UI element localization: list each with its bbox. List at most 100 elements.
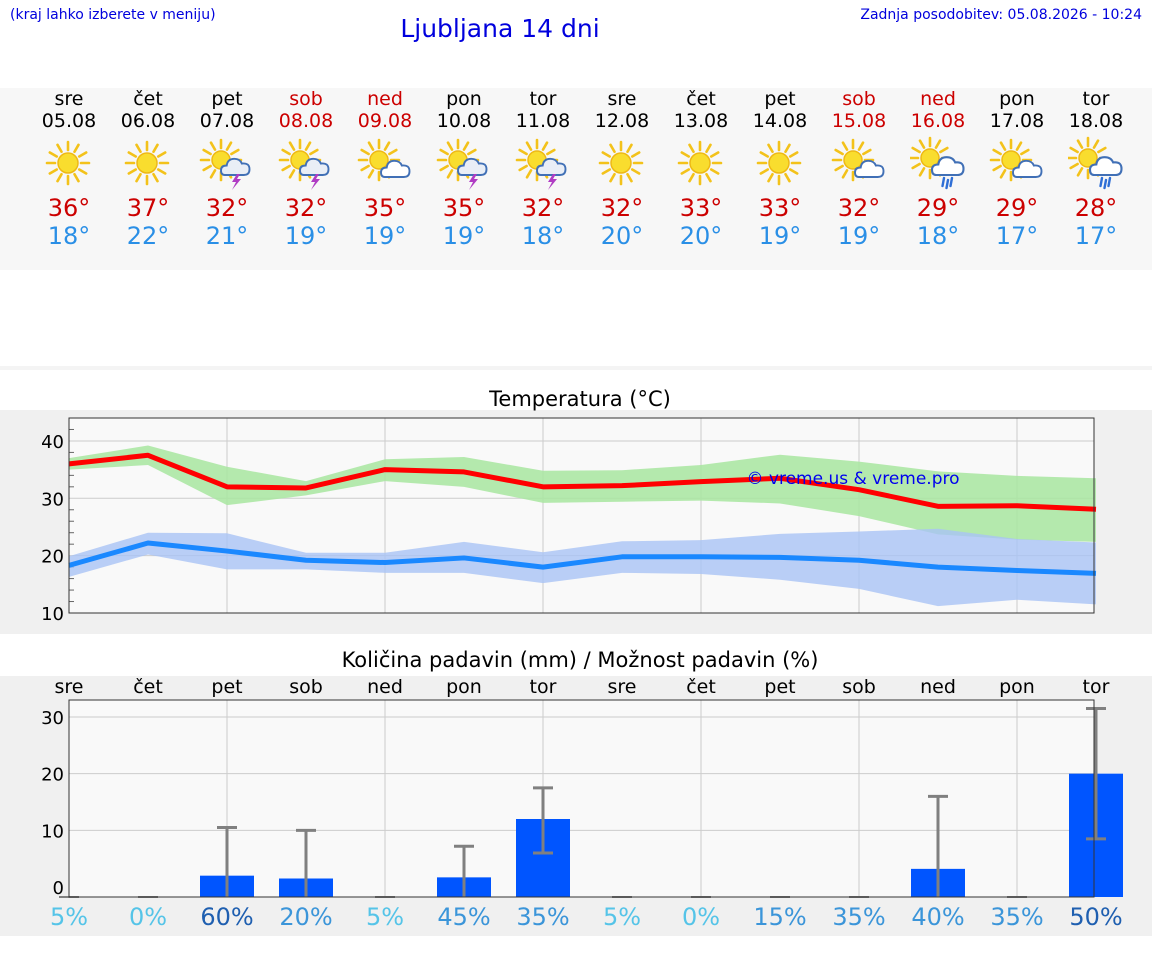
- precip-day-label: čet: [686, 676, 716, 698]
- precip-day-label: ned: [920, 676, 956, 698]
- precip-probability: 35%: [832, 903, 886, 931]
- precip-day-label: sob: [842, 676, 876, 698]
- forecast-max-temp: 28°: [1074, 194, 1118, 222]
- temp-y-tick-label: 20: [41, 547, 64, 568]
- precip-plot-frame: [68, 699, 1095, 898]
- precip-probability: 0%: [128, 903, 168, 931]
- precip-day-label: čet: [133, 676, 163, 698]
- forecast-day-name: ned: [367, 88, 403, 110]
- precip-y-tick-label: 20: [41, 765, 64, 786]
- forecast-day-name: čet: [133, 88, 163, 110]
- forecast-date: 18.08: [1068, 110, 1124, 132]
- forecast-min-temp: 19°: [442, 222, 486, 250]
- forecast-day[interactable]: sre 05.08 36° 18°: [29, 88, 109, 250]
- precip-probability: 5%: [365, 903, 405, 931]
- precip-y-tick-label: 0: [53, 878, 64, 899]
- forecast-date: 12.08: [594, 110, 650, 132]
- forecast-min-temp: 19°: [837, 222, 881, 250]
- forecast-day[interactable]: čet 06.08 37° 22°: [108, 88, 188, 250]
- forecast-date: 11.08: [515, 110, 571, 132]
- forecast-day-name: sre: [54, 88, 84, 110]
- temp-plot-frame: [68, 417, 1095, 614]
- precip-probability: 35%: [990, 903, 1044, 931]
- forecast-day-name: sob: [842, 88, 876, 110]
- forecast-max-temp: 29°: [995, 194, 1039, 222]
- sun-rain-cloud-icon: [1068, 136, 1123, 190]
- forecast-max-temp: 32°: [837, 194, 881, 222]
- temperature-chart-title: Temperatura (°C): [489, 387, 671, 411]
- forecast-day-name: pon: [446, 88, 482, 110]
- precip-plot-area: [69, 700, 1094, 897]
- forecast-day[interactable]: tor 18.08 28° 17°: [1056, 88, 1136, 250]
- min-temp-range-band: [69, 528, 1096, 607]
- forecast-min-temp: 18°: [521, 222, 565, 250]
- precip-probability: 60%: [200, 903, 254, 931]
- forecast-day-name: pon: [999, 88, 1035, 110]
- sun-cloud-icon: [357, 138, 411, 182]
- forecast-date: 14.08: [752, 110, 808, 132]
- forecast-max-temp: 33°: [679, 194, 723, 222]
- precip-day-label: pet: [764, 676, 796, 698]
- precip-day-label: sre: [54, 676, 84, 698]
- forecast-day[interactable]: sob 15.08 32° 19°: [819, 88, 899, 250]
- forecast-band: [0, 88, 1152, 270]
- max-temp-line: [68, 452, 1097, 512]
- forecast-max-temp: 36°: [47, 194, 91, 222]
- forecast-date: 16.08: [910, 110, 966, 132]
- forecast-date: 07.08: [199, 110, 255, 132]
- forecast-min-temp: 22°: [126, 222, 170, 250]
- forecast-max-temp: 32°: [600, 194, 644, 222]
- forecast-max-temp: 32°: [521, 194, 565, 222]
- precip-probability: 45%: [437, 903, 491, 931]
- forecast-date: 08.08: [278, 110, 334, 132]
- forecast-day[interactable]: ned 09.08 35° 19°: [345, 88, 425, 250]
- precip-day-label: pon: [446, 676, 482, 698]
- precip-y-tick-label: 10: [41, 821, 64, 842]
- forecast-day[interactable]: pet 14.08 33° 19°: [740, 88, 820, 250]
- forecast-day[interactable]: pon 10.08 35° 19°: [424, 88, 504, 250]
- forecast-day-name: tor: [1082, 88, 1110, 110]
- forecast-date: 13.08: [673, 110, 729, 132]
- forecast-date: 15.08: [831, 110, 887, 132]
- forecast-day-name: sre: [607, 88, 637, 110]
- forecast-day[interactable]: pet 07.08 32° 21°: [187, 88, 267, 250]
- precip-probability: 0%: [681, 903, 721, 931]
- forecast-date: 06.08: [120, 110, 176, 132]
- forecast-date: 10.08: [436, 110, 492, 132]
- forecast-min-temp: 18°: [47, 222, 91, 250]
- forecast-day[interactable]: čet 13.08 33° 20°: [661, 88, 741, 250]
- forecast-max-temp: 32°: [205, 194, 249, 222]
- forecast-min-temp: 21°: [205, 222, 249, 250]
- precip-y-tick-label: 30: [41, 708, 64, 729]
- precip-day-label: ned: [367, 676, 403, 698]
- precip-day-label: pon: [999, 676, 1035, 698]
- forecast-day-name: pet: [764, 88, 796, 110]
- forecast-day-name: sob: [289, 88, 323, 110]
- header-location-note[interactable]: (kraj lahko izberete v meniju): [10, 7, 216, 23]
- forecast-min-temp: 19°: [363, 222, 407, 250]
- forecast-max-temp: 37°: [126, 194, 170, 222]
- sun-thunderstorm-icon: [515, 138, 567, 190]
- sun-cloud-icon: [831, 138, 885, 182]
- forecast-date: 09.08: [357, 110, 413, 132]
- sun-icon: [598, 140, 644, 186]
- forecast-day[interactable]: tor 11.08 32° 18°: [503, 88, 583, 250]
- forecast-day-name: ned: [920, 88, 956, 110]
- forecast-day[interactable]: ned 16.08 29° 18°: [898, 88, 978, 250]
- forecast-day[interactable]: sre 12.08 32° 20°: [582, 88, 662, 250]
- forecast-day-name: tor: [529, 88, 557, 110]
- forecast-min-temp: 17°: [1074, 222, 1118, 250]
- forecast-day[interactable]: pon 17.08 29° 17°: [977, 88, 1057, 250]
- forecast-day-name: pet: [211, 88, 243, 110]
- precip-probability: 40%: [911, 903, 965, 931]
- precip-probability: 50%: [1069, 903, 1123, 931]
- precip-probability: 5%: [49, 903, 89, 931]
- forecast-min-temp: 20°: [600, 222, 644, 250]
- forecast-max-temp: 29°: [916, 194, 960, 222]
- forecast-day[interactable]: sob 08.08 32° 19°: [266, 88, 346, 250]
- last-updated: Zadnja posodobitev: 05.08.2026 - 10:24: [860, 7, 1142, 23]
- temp-y-tick-label: 10: [41, 604, 64, 625]
- forecast-date: 17.08: [989, 110, 1045, 132]
- forecast-max-temp: 32°: [284, 194, 328, 222]
- watermark: © vreme.us & vreme.pro: [746, 469, 959, 489]
